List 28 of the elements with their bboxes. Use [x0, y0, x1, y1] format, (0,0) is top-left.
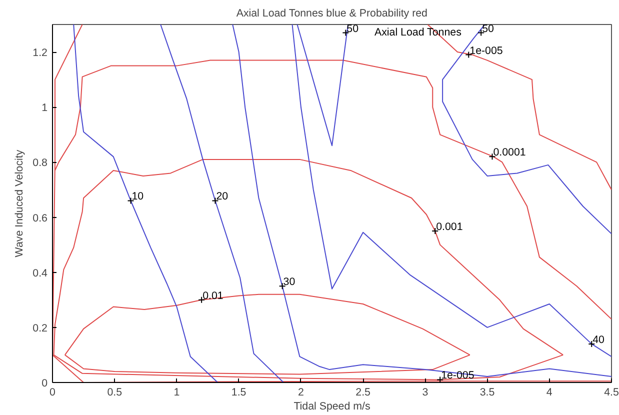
annotation: 50: [482, 22, 494, 35]
annotation: 1e-005: [470, 44, 503, 57]
y-tick-label: 0.4: [32, 267, 48, 280]
annotation: 0.001: [436, 221, 463, 234]
y-tick-label: 0.8: [32, 157, 48, 170]
annotation: 40: [592, 334, 605, 346]
x-tick-label: 3: [422, 386, 428, 398]
x-tick-label: 1: [174, 386, 180, 398]
y-tick-label: 0.2: [32, 322, 48, 334]
annotation: 30: [283, 276, 296, 288]
x-tick-label: 2.5: [356, 386, 371, 398]
y-tick-label: 0: [42, 378, 48, 390]
x-tick-label: 3.5: [480, 386, 495, 398]
annotation: 10: [132, 190, 144, 203]
annotation: 20: [216, 190, 228, 203]
y-axis-title: Wave Induced Velocity: [14, 149, 26, 258]
x-tick-label: 4.5: [604, 386, 619, 398]
y-tick-label: 1.2: [32, 47, 48, 60]
chart-title: Axial Load Tonnes blue & Probability red: [236, 8, 428, 20]
x-tick-label: 0.5: [107, 386, 122, 398]
x-tick-label: 2: [298, 386, 304, 398]
x-tick-label: 4: [546, 386, 552, 398]
y-tick-label: 1: [42, 102, 48, 114]
x-tick-label: 1.5: [231, 386, 246, 398]
y-tick-label: 0.6: [32, 212, 48, 224]
x-axis-title: Tidal Speed m/s: [294, 400, 370, 412]
annotation: 0.0001: [493, 146, 526, 159]
x-tick-label: 0: [50, 386, 56, 398]
